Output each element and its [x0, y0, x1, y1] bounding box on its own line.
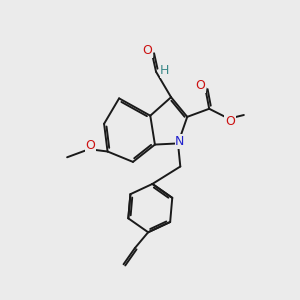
Text: O: O [225, 115, 235, 128]
Text: O: O [195, 79, 205, 92]
Text: H: H [160, 64, 170, 77]
Text: N: N [175, 135, 184, 148]
Text: O: O [85, 139, 95, 152]
Text: O: O [142, 44, 152, 57]
